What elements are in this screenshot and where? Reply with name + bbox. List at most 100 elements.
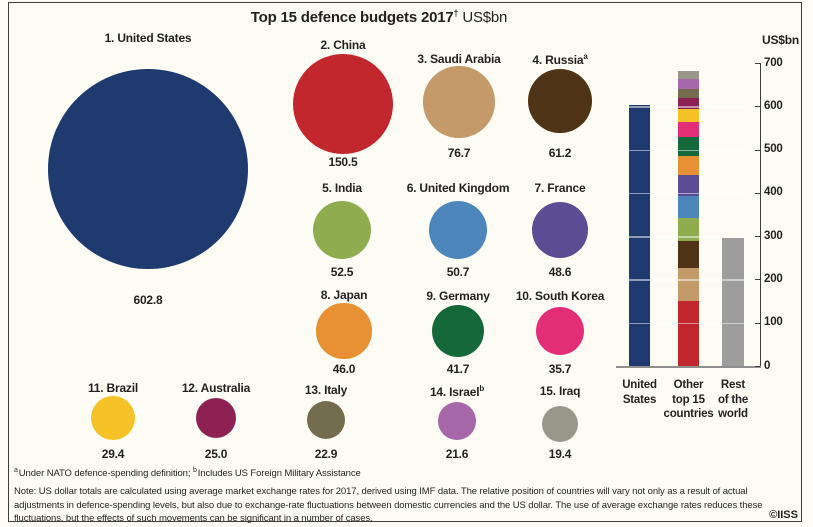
bar-category-label-other-top-15-countries: Other top 15 countries	[663, 379, 714, 420]
bubble-brazil	[90, 395, 136, 441]
bar-1-segment-united-kingdom	[678, 196, 699, 219]
bar-1-segment-india	[678, 218, 699, 242]
bar-0-segment-united-states	[629, 105, 650, 366]
bubble-japan	[316, 303, 372, 359]
bubble-value-united-states: 602.8	[133, 293, 163, 307]
bubble-south-korea	[535, 306, 585, 356]
bubble-label-iraq: 15. Iraq	[539, 384, 581, 398]
chart-title-unit: US$bn	[462, 9, 508, 26]
bar-1-segment-iraq	[678, 70, 699, 80]
bubble-label-united-kingdom: 6. United Kingdom	[406, 181, 510, 195]
x-axis-baseline	[616, 366, 761, 368]
bubble-value-india: 52.5	[330, 265, 354, 279]
bubble-germany	[431, 304, 485, 358]
bar-gridline-500	[628, 149, 746, 152]
bubble-india	[312, 200, 372, 260]
y-axis-tick-label-300: 300	[764, 229, 783, 242]
figure-border	[8, 2, 802, 522]
footnote-sup-a: a	[14, 467, 18, 474]
y-axis-tick-400	[755, 192, 760, 194]
bubble-label-russia: 4. Russiaa	[532, 52, 588, 67]
y-axis-line	[760, 63, 761, 366]
y-axis-tick-600	[755, 106, 760, 108]
y-axis-tick-label-700: 700	[764, 56, 783, 69]
bubble-label-sup-russia: a	[583, 52, 588, 61]
bubble-france	[531, 201, 589, 259]
bar-axis-unit-label: US$bn	[762, 33, 800, 47]
footnote-definitions: aUnder NATO defence-spending definition;…	[14, 467, 361, 479]
bubble-value-israel: 21.6	[445, 447, 469, 461]
bubble-label-south-korea: 10. South Korea	[515, 289, 605, 303]
footnote-text-b: Includes US Foreign Military Assistance	[197, 468, 361, 480]
bar-1-segment-south-korea	[678, 122, 699, 138]
bubble-label-saudi-arabia: 3. Saudi Arabia	[417, 52, 501, 66]
bubble-value-russia: 61.2	[548, 146, 572, 160]
bubble-label-australia: 12. Australia	[181, 381, 251, 395]
bubble-united-states	[48, 69, 248, 269]
bubble-australia	[195, 397, 237, 439]
y-axis-tick-100	[755, 322, 760, 324]
bubble-israel	[438, 402, 476, 440]
bubble-value-iraq: 19.4	[548, 447, 572, 461]
bar-gridline-200	[628, 279, 746, 281]
bar-1-segment-japan	[678, 155, 699, 176]
footnote-text-a: Under NATO defence-spending definition;	[18, 468, 193, 480]
y-axis-tick-label-0: 0	[764, 359, 771, 372]
bubble-value-france: 48.6	[548, 265, 572, 279]
bubble-russia	[528, 69, 592, 133]
bubble-label-italy: 13. Italy	[304, 383, 348, 397]
bar-gridline-300	[628, 236, 746, 238]
bubble-italy	[306, 400, 346, 440]
y-axis-tick-200	[755, 279, 760, 281]
bar-gridline-400	[628, 192, 746, 195]
bubble-value-japan: 46.0	[332, 362, 356, 376]
bubble-label-china: 2. China	[320, 38, 366, 52]
y-axis-tick-700	[755, 63, 760, 64]
chart-title-text: Top 15 defence budgets 2017	[250, 9, 454, 26]
bubble-value-australia: 25.0	[204, 447, 228, 461]
bar-gridline-600	[628, 106, 746, 108]
copyright-iiss: ©IISS	[769, 509, 798, 521]
bar-1-segment-brazil	[678, 109, 699, 123]
bubble-label-germany: 9. Germany	[426, 289, 490, 303]
bubble-label-sup-israel: b	[479, 384, 485, 393]
y-axis-tick-300	[755, 236, 760, 238]
bubble-saudi-arabia	[423, 66, 495, 138]
y-axis-tick-label-400: 400	[764, 186, 783, 199]
bubble-value-saudi-arabia: 76.7	[447, 146, 471, 160]
bubble-value-brazil: 29.4	[101, 447, 125, 461]
bar-1-segment-israel	[678, 79, 699, 89]
bubble-value-south-korea: 35.7	[548, 362, 572, 376]
footnote-note: Note: US dollar totals are calculated us…	[14, 486, 763, 524]
footnote-sup-b: b	[192, 467, 197, 474]
y-axis-tick-label-600: 600	[764, 99, 783, 112]
bubble-china	[293, 54, 393, 154]
bubble-label-brazil: 11. Brazil	[87, 381, 139, 395]
bubble-iraq	[542, 406, 578, 442]
bubble-label-france: 7. France	[534, 181, 586, 195]
bubble-value-united-kingdom: 50.7	[446, 265, 470, 279]
bubble-value-germany: 41.7	[446, 362, 470, 376]
y-axis-tick-500	[755, 149, 760, 151]
bubble-value-china: 150.5	[328, 155, 358, 169]
bar-1-segment-china	[678, 300, 699, 366]
bubble-label-israel: 14. Israelb	[429, 384, 485, 399]
bar-1-segment-russia	[678, 241, 699, 268]
bar-gridline-100	[628, 322, 746, 325]
y-axis-tick-label-500: 500	[764, 143, 783, 156]
bubble-label-united-states: 1. United States	[104, 31, 192, 45]
bubble-united-kingdom	[429, 201, 487, 259]
y-axis-tick-label-200: 200	[764, 272, 783, 285]
chart-title: Top 15 defence budgets 2017† US$bn	[250, 8, 508, 26]
bar-category-label-united-states: United States	[622, 379, 657, 406]
bar-category-label-rest-of-the-world: Rest of the world	[717, 379, 749, 420]
bar-1-segment-australia	[678, 98, 699, 110]
bubble-value-italy: 22.9	[314, 447, 338, 461]
bubble-label-india: 5. India	[322, 181, 362, 195]
y-axis-tick-0	[755, 366, 760, 367]
bar-1-segment-france	[678, 175, 699, 197]
bar-1-segment-germany	[678, 137, 699, 156]
bar-1-segment-saudi-arabia	[678, 267, 699, 301]
y-axis-tick-label-100: 100	[764, 316, 783, 329]
